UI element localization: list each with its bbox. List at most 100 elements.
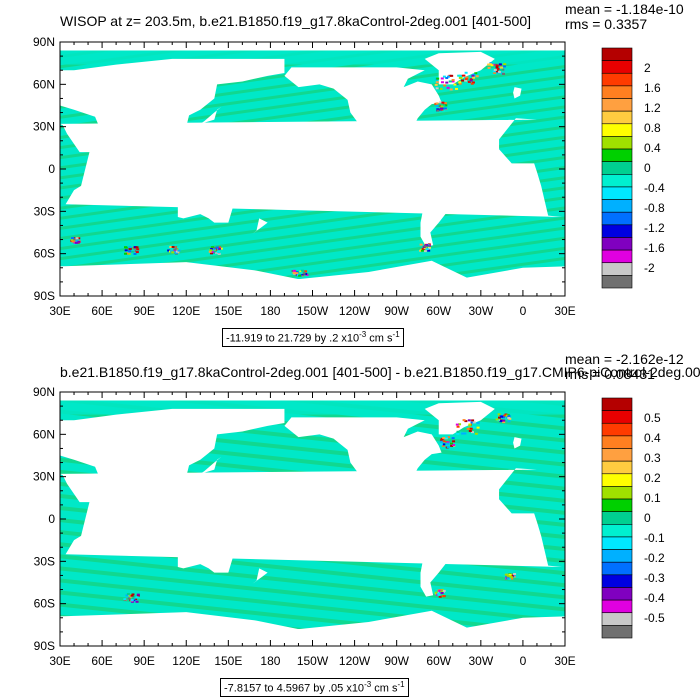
anomaly-cell	[213, 250, 217, 253]
anomaly-cell	[427, 247, 431, 250]
anomaly-cell	[500, 66, 504, 69]
anomaly-cell	[173, 248, 177, 251]
anomaly-cell	[436, 77, 440, 80]
anomaly-cell	[443, 107, 447, 110]
lon-label: 30W	[468, 304, 493, 318]
lon-label: 90W	[384, 654, 409, 668]
colorbar-swatch	[601, 498, 633, 512]
anomaly-cell	[462, 419, 466, 422]
anomaly-cell	[448, 80, 452, 83]
anomaly-cell	[439, 107, 443, 110]
anomaly-cell	[450, 442, 454, 445]
colorbar-swatch	[601, 47, 633, 61]
anomaly-cell	[214, 251, 218, 254]
anomaly-cell	[442, 436, 446, 439]
land-south-america	[407, 154, 474, 247]
anomaly-cell	[439, 440, 443, 443]
panel2-colorbar: 0.5 0.4 0.3 0.2 0.1 0 -0.1 -0.2 -0.3 -0.4 -0.5	[601, 397, 665, 639]
anomaly-cell	[502, 421, 506, 424]
anomaly-cell	[442, 109, 446, 112]
land-eurasia	[60, 58, 285, 168]
anomaly-cell	[493, 69, 497, 72]
anomaly-cell	[470, 421, 474, 424]
anomaly-cell	[298, 274, 302, 277]
colorbar-swatch	[601, 161, 633, 175]
colorbar-label: 0	[644, 161, 651, 175]
panel1-rms: rms = 0.3357	[565, 16, 648, 32]
anomaly-cell	[474, 72, 478, 75]
anomaly-cell	[421, 248, 425, 251]
anomaly-cell	[502, 65, 506, 68]
anomaly-cell	[502, 419, 506, 422]
anomaly-cell	[499, 68, 503, 71]
anomaly-cell	[208, 250, 212, 253]
anomaly-cell	[504, 413, 508, 416]
anomaly-cell	[492, 70, 496, 73]
anomaly-cell	[446, 75, 450, 78]
land-australia	[177, 534, 233, 573]
anomaly-cell	[435, 81, 439, 84]
lat-label: 0	[48, 512, 55, 526]
land-eurasia	[60, 408, 285, 518]
colorbar-swatch	[601, 486, 633, 500]
anomaly-cell	[300, 273, 304, 276]
anomaly-cell	[450, 444, 454, 447]
anomaly-cell	[506, 574, 510, 577]
lon-label: 150E	[214, 654, 242, 668]
anomaly-cell	[466, 427, 470, 430]
colorbar-swatch	[601, 460, 633, 475]
anomaly-cell	[175, 248, 179, 251]
anomaly-cell	[295, 272, 299, 275]
anomaly-cell	[450, 74, 454, 77]
anomaly-cell	[135, 600, 139, 603]
colorbar-swatch	[601, 410, 633, 424]
anomaly-cell	[465, 76, 469, 79]
anomaly-cell	[130, 594, 134, 597]
anomaly-cell	[488, 63, 492, 66]
colorbar-swatch	[601, 625, 633, 639]
lon-label: 120E	[172, 654, 200, 668]
anomaly-cell	[74, 241, 78, 244]
anomaly-cell	[499, 420, 503, 423]
anomaly-cell	[425, 244, 429, 247]
anomaly-cell	[70, 237, 74, 240]
panel1-title: WISOP at z= 203.5m, b.e21.B1850.f19_g17.…	[60, 13, 532, 29]
lat-label: 60S	[34, 247, 55, 261]
anomaly-cell	[440, 588, 444, 591]
anomaly-cell	[133, 252, 137, 255]
panel1-mean: mean = -1.184e-10	[565, 1, 684, 17]
colorbar-swatch	[601, 599, 633, 614]
anomaly-cell	[495, 66, 499, 69]
lat-label: 90S	[34, 289, 55, 303]
anomaly-cell	[449, 88, 453, 91]
lat-label: 60N	[33, 77, 55, 91]
colorbar-swatch	[601, 249, 633, 264]
anomaly-cell	[470, 82, 474, 85]
lon-label: 150W	[297, 304, 329, 318]
anomaly-cell	[506, 577, 510, 580]
anomaly-cell	[476, 421, 480, 424]
anomaly-cell	[293, 272, 297, 275]
anomaly-cell	[510, 574, 514, 577]
panel2-mean: mean = -2.162e-12	[565, 351, 684, 367]
panel1-colorbar: 2 1.6 1.2 0.8 0.4 0 -0.4 -0.8 -1.2 -1.6 -2	[601, 47, 665, 289]
land-australia	[177, 184, 233, 223]
anomaly-cell	[469, 79, 473, 82]
colorbar-swatch	[601, 473, 633, 487]
anomaly-cell	[472, 426, 476, 429]
anomaly-cell	[512, 574, 516, 577]
anomaly-cell	[71, 240, 75, 243]
anomaly-cell	[175, 250, 179, 253]
colorbar-swatch	[601, 397, 633, 411]
colorbar-label: 0.3	[644, 451, 661, 465]
colorbar-label: -0.5	[644, 611, 665, 625]
anomaly-cell	[438, 589, 442, 592]
colorbar-label: 1.6	[644, 81, 661, 95]
anomaly-cell	[442, 440, 446, 443]
anomaly-cell	[452, 443, 456, 446]
lon-label: 60W	[426, 654, 451, 668]
anomaly-cell	[440, 77, 444, 80]
colorbar-label: -1.2	[644, 221, 665, 235]
